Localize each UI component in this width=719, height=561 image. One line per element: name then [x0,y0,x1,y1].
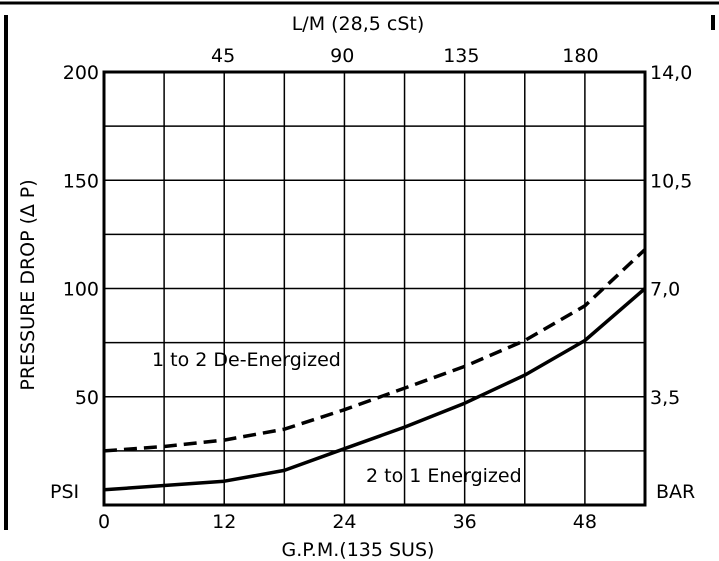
top-axis-title: L/M (28,5 cSt) [292,13,425,35]
plot-border [102,70,647,507]
x-axis-title: G.P.M.(135 SUS) [282,539,435,561]
y-tick-label: 50 [75,387,99,409]
y-axis-title: PRESSURE DROP (∆ P) [17,179,39,390]
x-tick-label: 0 [98,511,110,533]
y-tick-label: 200 [63,62,99,84]
right-unit-label: BAR [656,481,695,503]
top-tick-label: 180 [562,45,598,67]
x-tick-label: 24 [332,511,356,533]
x-tick-label: 48 [573,511,597,533]
series-line-deenergized [103,248,647,453]
right-tick-label: 10,5 [650,170,692,192]
x-tick-label: 36 [453,511,477,533]
series-label-deenergized: 1 to 2 De-Energized [152,349,341,371]
top-tick-label: 90 [330,45,354,67]
series-layer [103,248,647,492]
left-unit-label: PSI [50,481,79,503]
y-tick-label: 100 [63,279,99,301]
top-tick-label: 45 [211,45,235,67]
tick-layer: 0 12 24 36 48 45 90 135 180 50 100 150 200 3,5 7,0 10,5… [63,45,693,533]
series-line-energized [103,287,647,492]
right-tick-label: 7,0 [650,279,680,301]
top-tick-label: 135 [443,45,479,67]
right-tick-label: 3,5 [650,387,680,409]
x-tick-label: 12 [212,511,236,533]
grid-layer [104,72,645,505]
series-label-energized: 2 to 1 Energized [366,465,522,487]
y-tick-label: 150 [63,170,99,192]
right-tick-label: 14,0 [650,62,692,84]
